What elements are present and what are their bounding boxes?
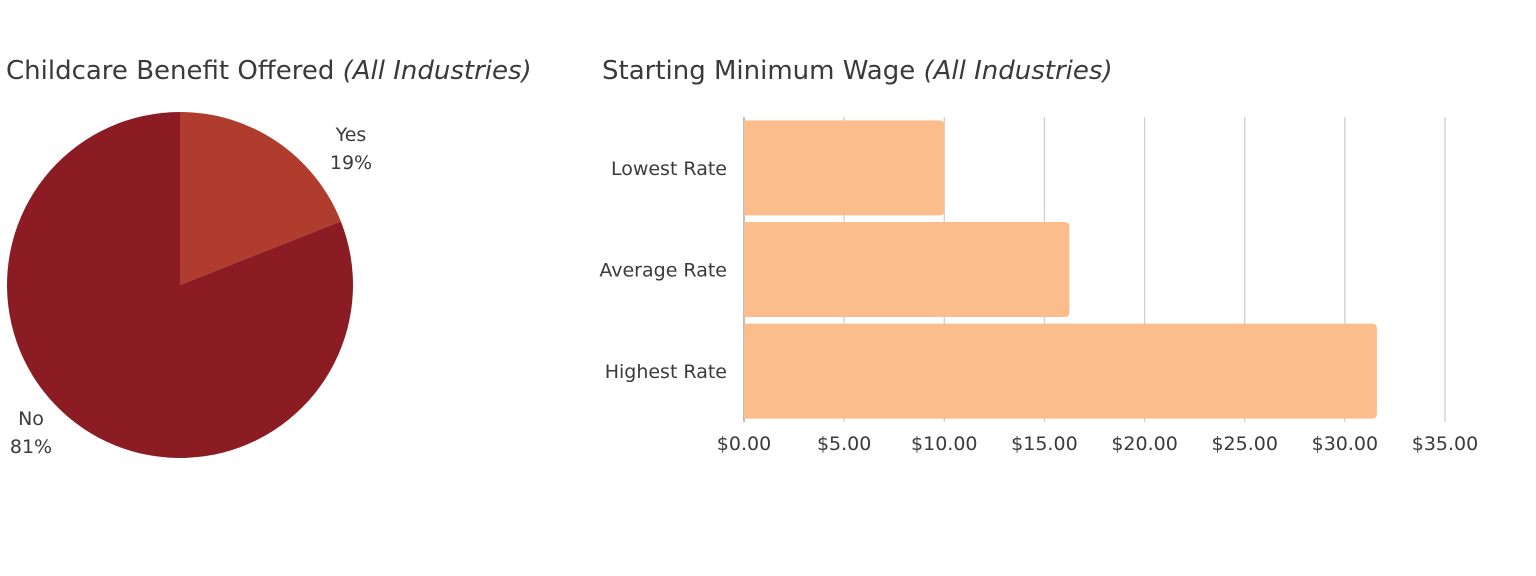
- category-label-highest-rate: Highest Rate: [605, 361, 727, 383]
- x-tick-label: $30.00: [1312, 433, 1378, 455]
- bar-chart-subtitle: (All Industries): [923, 56, 1113, 86]
- bar-chart: $0.00 $5.00 $10.00 $15.00 $20.00 $25.00 $30.00…: [599, 117, 1478, 455]
- category-label-lowest-rate: Lowest Rate: [611, 158, 727, 180]
- bar-average-rate: [744, 222, 1070, 317]
- pie-percent-yes: 19%: [330, 152, 372, 174]
- bar-chart-title-main: Starting Minimum Wage: [602, 56, 916, 86]
- x-tick-label: $35.00: [1412, 433, 1478, 455]
- x-tick-label: $15.00: [1011, 433, 1077, 455]
- pie-chart-title-main: Childcare Benefit Offered: [6, 56, 335, 86]
- pie-slice-yes: [180, 112, 341, 285]
- pie-chart-subtitle: (All Industries): [342, 56, 532, 86]
- pie-label-no: No: [18, 408, 44, 430]
- pie-chart-title: Childcare Benefit Offered (All Industrie…: [6, 56, 532, 86]
- x-tick-label: $20.00: [1111, 433, 1177, 455]
- pie-percent-no: 81%: [10, 436, 52, 458]
- x-tick-label: $25.00: [1211, 433, 1277, 455]
- bar-lowest-rate: [744, 120, 945, 216]
- pie-label-yes: Yes: [335, 124, 367, 146]
- x-tick-label: $0.00: [717, 433, 771, 455]
- pie-chart: Yes 19% No 81%: [6, 112, 372, 459]
- x-tick-label: $10.00: [911, 433, 977, 455]
- x-tick-label: $5.00: [817, 433, 871, 455]
- bar-chart-title: Starting Minimum Wage (All Industries): [602, 56, 1113, 86]
- pie-slice-no: [6, 112, 353, 459]
- category-label-average-rate: Average Rate: [599, 260, 727, 282]
- bar-highest-rate: [744, 323, 1377, 419]
